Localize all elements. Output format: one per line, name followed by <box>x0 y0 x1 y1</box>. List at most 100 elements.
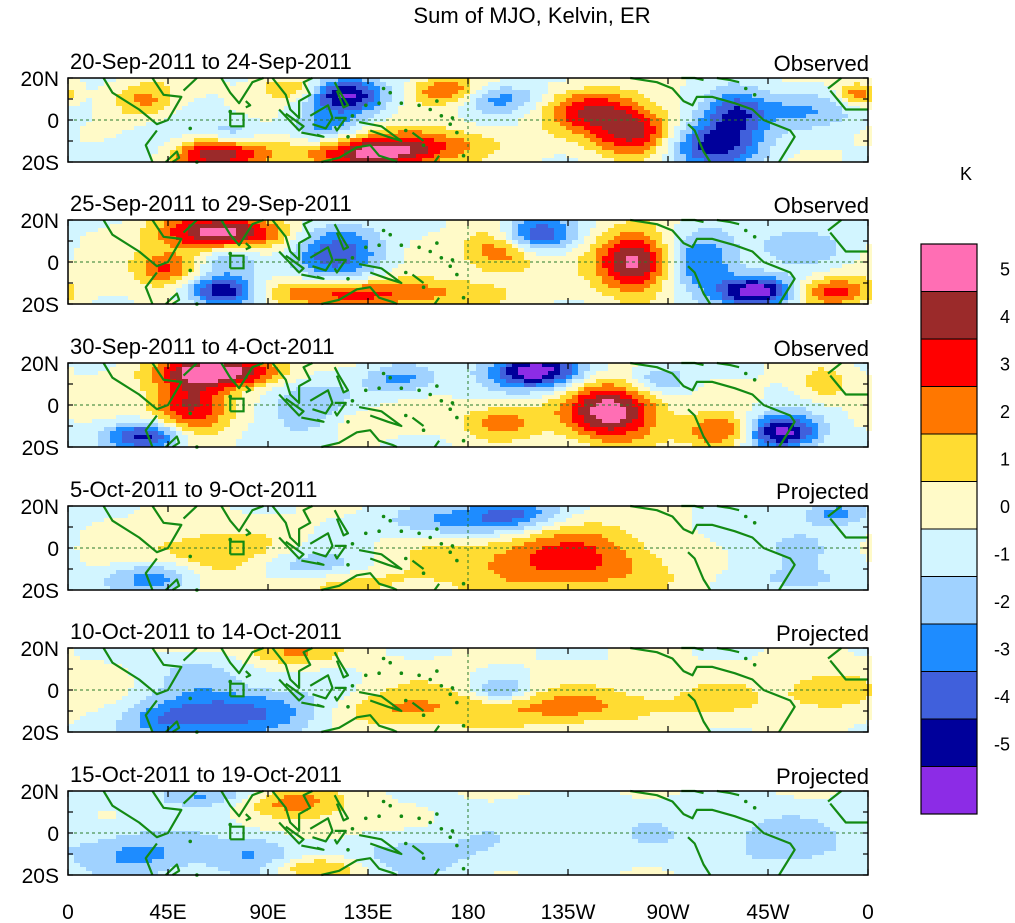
field-cell <box>230 292 236 296</box>
field-cell <box>152 228 158 232</box>
field-cell <box>614 264 620 268</box>
field-cell <box>368 296 374 300</box>
field-cell <box>248 244 254 248</box>
field-cell <box>68 375 74 379</box>
field-cell <box>134 98 140 102</box>
field-cell <box>812 248 818 252</box>
field-cell <box>740 98 746 102</box>
field-cell <box>104 248 110 252</box>
field-cell <box>722 150 728 154</box>
field-cell <box>812 150 818 154</box>
field-cell <box>512 256 518 260</box>
field-cell <box>374 82 380 86</box>
field-cell <box>602 371 608 375</box>
field-cell <box>674 158 680 162</box>
field-cell <box>218 142 224 146</box>
field-cell <box>152 256 158 260</box>
field-cell <box>572 98 578 102</box>
field-cell <box>860 78 866 82</box>
field-cell <box>644 232 650 236</box>
field-cell <box>506 268 512 272</box>
field-cell <box>662 268 668 272</box>
field-cell <box>230 228 236 232</box>
field-cell <box>224 379 230 383</box>
field-cell <box>302 371 308 375</box>
field-cell <box>404 102 410 106</box>
field-cell <box>278 82 284 86</box>
field-cell <box>812 106 818 110</box>
field-cell <box>254 102 260 106</box>
field-cell <box>152 240 158 244</box>
field-cell <box>326 142 332 146</box>
field-cell <box>728 296 734 300</box>
field-cell <box>632 276 638 280</box>
field-cell <box>446 220 452 224</box>
field-cell <box>596 130 602 134</box>
field-cell <box>182 248 188 252</box>
field-cell <box>614 244 620 248</box>
field-cell <box>530 232 536 236</box>
field-cell <box>608 102 614 106</box>
field-cell <box>512 244 518 248</box>
field-cell <box>206 220 212 224</box>
field-cell <box>98 256 104 260</box>
field-cell <box>806 375 812 379</box>
field-cell <box>410 264 416 268</box>
field-cell <box>422 98 428 102</box>
field-cell <box>566 86 572 90</box>
field-cell <box>146 248 152 252</box>
field-cell <box>362 106 368 110</box>
field-cell <box>296 228 302 232</box>
field-cell <box>380 248 386 252</box>
field-cell <box>584 102 590 106</box>
field-cell <box>140 224 146 228</box>
field-cell <box>140 114 146 118</box>
field-cell <box>716 138 722 142</box>
field-cell <box>326 98 332 102</box>
field-cell <box>536 114 542 118</box>
field-cell <box>380 252 386 256</box>
field-cell <box>614 102 620 106</box>
field-cell <box>596 220 602 224</box>
field-cell <box>248 114 254 118</box>
field-cell <box>200 158 206 162</box>
field-cell <box>254 146 260 150</box>
field-cell <box>488 256 494 260</box>
field-cell <box>218 296 224 300</box>
field-cell <box>422 134 428 138</box>
field-cell <box>758 94 764 98</box>
field-cell <box>428 280 434 284</box>
field-cell <box>218 224 224 228</box>
field-cell <box>458 232 464 236</box>
field-cell <box>428 146 434 150</box>
field-cell <box>608 264 614 268</box>
field-cell <box>866 296 872 300</box>
field-cell <box>512 292 518 296</box>
field-cell <box>572 371 578 375</box>
field-cell <box>566 272 572 276</box>
field-cell <box>644 276 650 280</box>
field-cell <box>182 232 188 236</box>
island-dot <box>752 93 757 97</box>
field-cell <box>560 371 566 375</box>
field-cell <box>512 296 518 300</box>
field-cell <box>368 114 374 118</box>
field-cell <box>164 244 170 248</box>
field-cell <box>146 276 152 280</box>
field-cell <box>758 276 764 280</box>
field-cell <box>536 102 542 106</box>
field-cell <box>470 138 476 142</box>
field-cell <box>782 98 788 102</box>
field-cell <box>626 252 632 256</box>
field-cell <box>188 371 194 375</box>
field-cell <box>608 114 614 118</box>
field-cell <box>668 280 674 284</box>
field-cell <box>338 78 344 82</box>
field-cell <box>584 252 590 256</box>
field-cell <box>722 86 728 90</box>
field-cell <box>662 82 668 86</box>
field-cell <box>626 122 632 126</box>
field-cell <box>116 98 122 102</box>
field-cell <box>692 232 698 236</box>
field-cell <box>410 122 416 126</box>
